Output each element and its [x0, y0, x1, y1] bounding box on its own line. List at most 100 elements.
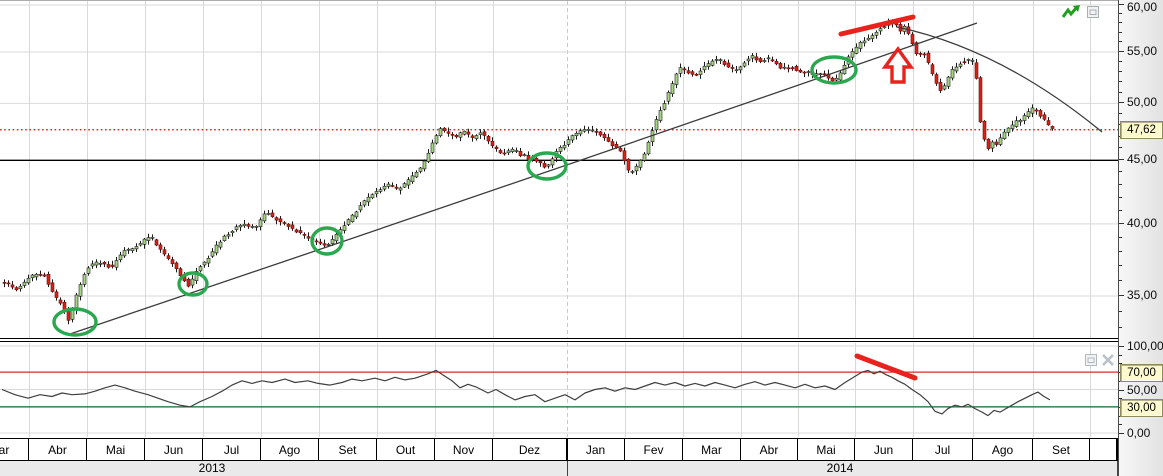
axis-tick	[1119, 22, 1122, 24]
year-divider	[567, 461, 568, 476]
close-indicator-button[interactable]	[1101, 353, 1115, 367]
green-ellipse-annotation	[52, 307, 98, 337]
candlestick-plot[interactable]	[0, 1, 1118, 339]
green-ellipse-annotation	[310, 226, 344, 256]
axis-tick	[1119, 4, 1124, 5]
axis-tick	[1119, 250, 1122, 252]
x-axis-month-cell[interactable]: Jun	[145, 439, 203, 460]
level-70-tag: 70,00	[1120, 364, 1163, 383]
panel-separator[interactable]	[0, 338, 1163, 342]
green-ellipse-annotation	[810, 55, 858, 85]
year-label-2013: 2013	[198, 461, 226, 475]
price-axis[interactable]: 35,00 40,00 45,00 50,00 55,00 60,00 0,00 50,00 1…	[1118, 0, 1163, 476]
axis-tick-label: 60,00	[1127, 0, 1158, 14]
axis-tick-label: 50,00	[1127, 95, 1158, 110]
year-divider	[1117, 438, 1118, 460]
restore-panel-button[interactable]	[1087, 6, 1099, 18]
x-axis-month-cell[interactable]: Jul	[203, 439, 261, 460]
axis-tick	[1119, 41, 1122, 43]
axis-tick	[1119, 310, 1122, 312]
time-axis[interactable]: MarAbrMaiJunJulAgoSetOutNovDezJanFevMarA…	[0, 438, 1118, 461]
x-axis-month-cell[interactable]: Nov	[435, 439, 493, 460]
x-axis-month-cell[interactable]: Mai	[798, 439, 855, 460]
restore-indicator-button[interactable]	[1085, 354, 1097, 366]
axis-tick	[1119, 91, 1122, 93]
axis-tick	[1119, 236, 1122, 238]
axis-tick	[1119, 183, 1122, 185]
year-divider	[1117, 461, 1118, 476]
axis-tick-label: 55,00	[1127, 43, 1158, 58]
x-axis-month-cell[interactable]: Jul	[913, 439, 973, 460]
x-axis-month-cell[interactable]: Abr	[29, 439, 87, 460]
restore-icon	[1085, 354, 1097, 366]
restore-icon	[1087, 6, 1099, 18]
axis-tick	[1119, 398, 1122, 400]
green-zigzag-icon	[1061, 5, 1080, 18]
indicator-status-icon[interactable]	[1060, 3, 1082, 21]
axis-tick	[1119, 346, 1124, 347]
last-price-tag: 47,62	[1120, 120, 1163, 139]
year-strip: 2013 2014	[0, 461, 1118, 476]
green-ellipse-annotation	[177, 271, 209, 297]
axis-tick	[1119, 363, 1122, 365]
level-30-tag: 30,00	[1120, 398, 1163, 417]
year-label-2014: 2014	[826, 461, 854, 475]
axis-tick	[1119, 60, 1122, 62]
axis-tick	[1119, 222, 1124, 224]
axis-tick-label: 100,00	[1127, 339, 1163, 353]
axis-tick	[1119, 264, 1122, 266]
x-axis-month-cell[interactable]: Ago	[261, 439, 319, 460]
axis-tick	[1119, 433, 1124, 434]
x-axis-month-cell[interactable]: Abr	[741, 439, 798, 460]
axis-tick	[1119, 102, 1124, 104]
axis-tick	[1119, 295, 1124, 296]
axis-tick-label: 35,00	[1127, 288, 1158, 302]
x-axis-month-cell[interactable]: Fev	[625, 439, 683, 460]
indicator-panel[interactable]	[0, 342, 1118, 437]
close-icon	[1102, 354, 1114, 366]
x-axis-month-cell[interactable]: Dez	[493, 439, 567, 460]
x-axis-month-cell[interactable]: Mar	[683, 439, 741, 460]
axis-tick-label: 50,00	[1127, 382, 1158, 397]
price-panel[interactable]	[0, 0, 1118, 339]
x-axis-month-cell[interactable]: Jan	[567, 439, 625, 460]
rsi-line	[1, 369, 1051, 417]
x-axis-month-cell[interactable]: Set	[1033, 439, 1090, 460]
axis-tick	[1119, 159, 1124, 161]
axis-tick	[1119, 389, 1124, 391]
axis-tick	[1119, 50, 1124, 52]
axis-tick-label: 0,00	[1127, 426, 1151, 440]
green-ellipse-annotation	[526, 151, 568, 181]
x-axis-month-cell[interactable]: Mar	[0, 439, 29, 460]
descending-resistance-trendline	[896, 26, 1103, 133]
x-axis-month-cell[interactable]: Ago	[973, 439, 1033, 460]
x-axis-month-cell[interactable]: Mai	[87, 439, 145, 460]
axis-tick	[1119, 326, 1122, 328]
axis-tick	[1119, 354, 1122, 356]
axis-tick	[1119, 81, 1122, 83]
axis-corner	[1118, 438, 1163, 476]
axis-tick-label: 40,00	[1127, 215, 1158, 230]
axis-tick	[1119, 171, 1122, 173]
axis-tick	[1119, 424, 1122, 426]
red-up-arrow-annotation	[881, 46, 915, 84]
x-axis-month-cell[interactable]: Out	[377, 439, 435, 460]
year-divider	[567, 438, 568, 460]
axis-tick	[1119, 13, 1122, 15]
axis-tick	[1119, 31, 1122, 33]
drawing-annotations[interactable]	[52, 14, 1103, 337]
x-axis-month-cell[interactable]	[1090, 439, 1117, 460]
axis-tick	[1119, 209, 1122, 211]
axis-tick	[1119, 70, 1122, 72]
axis-tick	[1119, 113, 1122, 115]
axis-tick-label: 45,00	[1127, 152, 1158, 167]
axis-tick	[1119, 279, 1122, 281]
red-trend-segment	[838, 14, 916, 37]
x-axis-month-cell[interactable]: Set	[319, 439, 377, 460]
rsi-plot[interactable]	[0, 342, 1118, 437]
red-trend-segment	[854, 353, 918, 381]
axis-tick	[1119, 147, 1122, 149]
axis-tick	[1119, 196, 1122, 198]
x-axis-month-cell[interactable]: Jun	[855, 439, 913, 460]
